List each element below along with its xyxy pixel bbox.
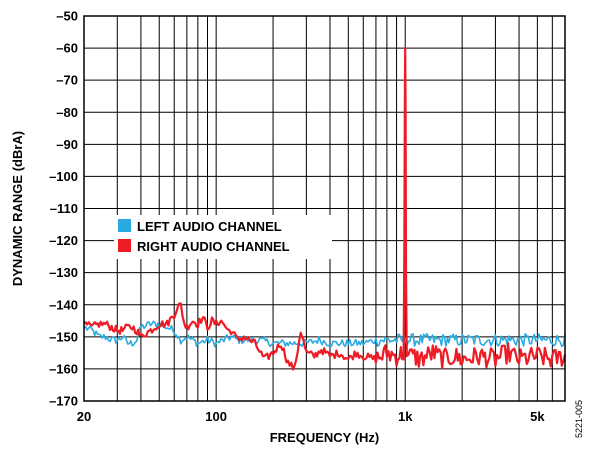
x-tick-label: 1k [398, 409, 413, 424]
y-tick-label: –70 [56, 73, 78, 88]
grid-lines [84, 16, 565, 401]
legend-label-left: LEFT AUDIO CHANNEL [137, 219, 282, 234]
figure-id: 5221-005 [574, 400, 584, 438]
series-line-right [83, 47, 567, 371]
y-tick-label: –80 [56, 105, 78, 120]
x-tick-label: 100 [205, 409, 227, 424]
plot-frame [83, 15, 566, 402]
legend-swatch-right [118, 239, 131, 252]
y-tick-label: –130 [49, 265, 78, 280]
y-tick-label: –110 [50, 201, 78, 216]
y-tick-label: –50 [56, 9, 78, 24]
legend-swatch-left [118, 219, 131, 232]
y-tick-label: –160 [49, 361, 78, 376]
x-tick-labels: 20 100 1k 5k [77, 409, 546, 424]
x-tick-label: 5k [530, 409, 545, 424]
legend: LEFT AUDIO CHANNEL RIGHT AUDIO CHANNEL [114, 215, 332, 259]
y-tick-label: –170 [49, 394, 78, 409]
x-axis-label: FREQUENCY (Hz) [270, 430, 380, 445]
x-tick-label: 20 [77, 409, 91, 424]
y-tick-label: –120 [49, 233, 78, 248]
y-tick-label: –100 [49, 169, 78, 184]
legend-label-right: RIGHT AUDIO CHANNEL [137, 239, 290, 254]
series-line-left [83, 320, 566, 348]
series-layer [83, 47, 567, 371]
y-tick-label: –90 [56, 137, 78, 152]
legend-background [114, 215, 332, 259]
y-tick-labels: –50 –60 –70 –80 –90 –100 –110 –120 –130 –140 –150 –… [49, 9, 78, 409]
y-axis-label: DYNAMIC RANGE (dBrA) [10, 131, 25, 286]
y-tick-label: –60 [56, 41, 78, 56]
y-tick-label: –150 [49, 329, 78, 344]
y-tick-label: –140 [49, 297, 78, 312]
